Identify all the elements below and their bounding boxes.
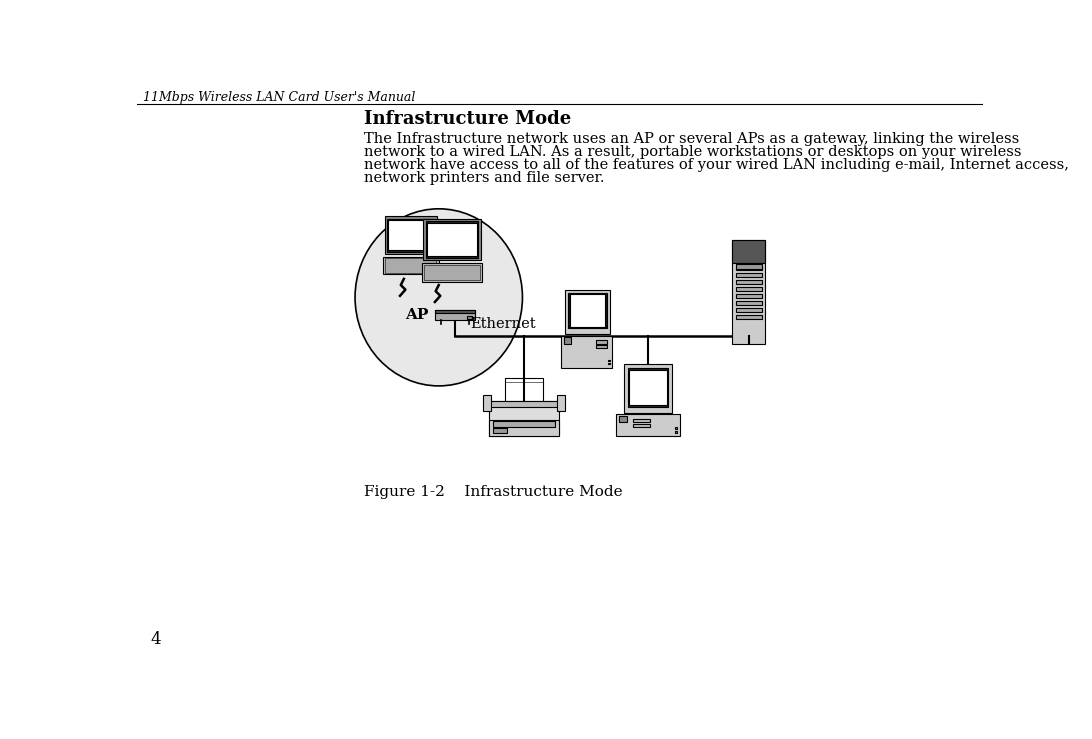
Bar bbox=[422, 263, 483, 282]
Bar bbox=[628, 368, 668, 406]
Bar bbox=[736, 280, 762, 285]
Bar bbox=[736, 273, 762, 277]
Text: The Infrastructure network uses an AP or several APs as a gateway, linking the w: The Infrastructure network uses an AP or… bbox=[364, 132, 1019, 146]
Bar bbox=[675, 426, 677, 429]
Bar bbox=[492, 428, 507, 433]
Bar bbox=[426, 221, 478, 257]
Bar bbox=[489, 420, 559, 436]
Bar bbox=[736, 308, 762, 312]
Bar bbox=[383, 257, 439, 274]
Bar bbox=[608, 360, 610, 361]
Bar bbox=[675, 431, 677, 433]
Bar bbox=[596, 341, 607, 344]
Bar bbox=[633, 419, 651, 422]
Bar bbox=[596, 345, 607, 348]
Bar bbox=[733, 239, 765, 344]
Bar bbox=[561, 336, 612, 368]
Bar bbox=[629, 370, 666, 405]
Bar bbox=[563, 338, 571, 344]
Bar bbox=[435, 310, 475, 321]
Text: network to a wired LAN. As a result, portable workstations or desktops on your w: network to a wired LAN. As a result, por… bbox=[364, 145, 1021, 159]
Ellipse shape bbox=[355, 209, 522, 386]
Bar bbox=[570, 294, 605, 327]
Bar bbox=[568, 293, 607, 328]
Bar bbox=[389, 220, 434, 251]
Bar bbox=[427, 222, 477, 256]
Bar bbox=[385, 259, 437, 273]
Bar bbox=[736, 302, 762, 305]
Bar bbox=[619, 416, 627, 422]
Text: Figure 1-2    Infrastructure Mode: Figure 1-2 Infrastructure Mode bbox=[364, 486, 622, 499]
Bar bbox=[736, 267, 762, 270]
Bar bbox=[489, 401, 559, 436]
Bar bbox=[565, 290, 610, 334]
Bar bbox=[424, 219, 480, 260]
Text: 11Mbps Wireless LAN Card User's Manual: 11Mbps Wireless LAN Card User's Manual bbox=[143, 91, 415, 103]
Bar bbox=[505, 378, 544, 405]
Bar bbox=[492, 421, 555, 427]
Text: Ethernet: Ethernet bbox=[471, 317, 536, 331]
Bar bbox=[483, 395, 490, 411]
Bar bbox=[608, 363, 610, 364]
Bar bbox=[736, 287, 762, 291]
Bar bbox=[387, 219, 435, 252]
Bar bbox=[736, 265, 762, 269]
Bar bbox=[489, 401, 559, 407]
Bar bbox=[616, 415, 680, 436]
Text: network printers and file server.: network printers and file server. bbox=[364, 171, 604, 185]
Bar bbox=[624, 364, 672, 413]
Bar bbox=[384, 217, 437, 254]
Text: network have access to all of the features of your wired LAN including e-mail, I: network have access to all of the featur… bbox=[364, 158, 1069, 172]
Bar bbox=[633, 423, 651, 426]
Text: AP: AP bbox=[405, 308, 429, 322]
Bar bbox=[435, 310, 475, 313]
Bar bbox=[733, 239, 765, 262]
Text: Infrastructure Mode: Infrastructure Mode bbox=[364, 109, 571, 128]
Bar bbox=[424, 265, 479, 280]
Text: 4: 4 bbox=[151, 631, 162, 648]
Bar bbox=[736, 294, 762, 298]
Bar bbox=[736, 315, 762, 319]
Bar bbox=[557, 395, 565, 411]
Bar bbox=[467, 316, 472, 319]
